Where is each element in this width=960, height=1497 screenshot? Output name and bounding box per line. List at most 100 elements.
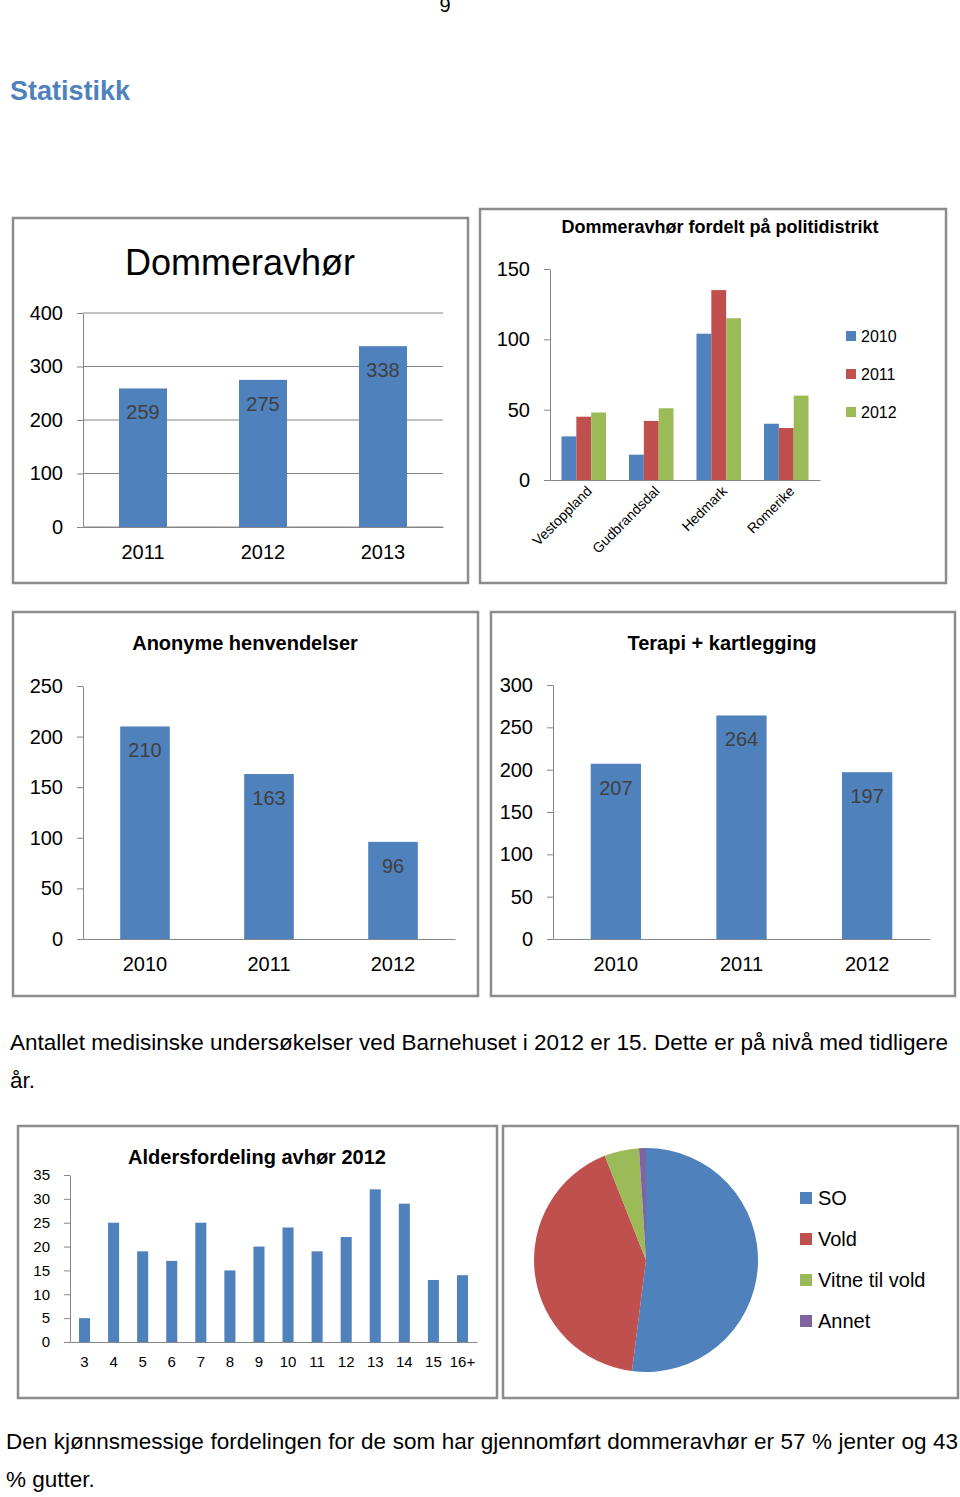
tick-label: 20 bbox=[33, 1238, 50, 1255]
legend-label: Vold bbox=[818, 1228, 857, 1250]
tick-label: 150 bbox=[30, 776, 63, 798]
tick-label: 11 bbox=[309, 1353, 325, 1370]
tick-label: 4 bbox=[109, 1353, 117, 1370]
paragraph: Antallet medisinske undersøkelser ved Ba… bbox=[10, 1024, 958, 1100]
tick-label: 3 bbox=[80, 1353, 88, 1370]
tick-label: 15 bbox=[33, 1262, 50, 1279]
chart-title: Dommeravhør fordelt på politidistrikt bbox=[561, 217, 878, 237]
tick-label: 2012 bbox=[845, 953, 890, 975]
tick-label: 2011 bbox=[247, 953, 290, 975]
y-axis: 050100150200250300 bbox=[500, 674, 554, 950]
tick: 2013 bbox=[361, 541, 406, 563]
tick-mark bbox=[77, 313, 83, 314]
heading: Statistikk bbox=[10, 76, 130, 107]
tick-label: 12 bbox=[338, 1353, 355, 1370]
slices bbox=[534, 1148, 758, 1372]
tick-mark bbox=[547, 727, 553, 728]
bar bbox=[399, 1204, 410, 1342]
tick-label: 50 bbox=[508, 399, 530, 421]
tick: 200 bbox=[30, 726, 83, 748]
tick: 150 bbox=[30, 776, 83, 798]
tick: 50 bbox=[41, 877, 83, 899]
tick-mark bbox=[547, 770, 553, 771]
bars bbox=[561, 290, 808, 480]
x-axis: 201020112012 bbox=[84, 940, 456, 976]
tick-label: Gudbrandsdal bbox=[589, 483, 663, 557]
bar bbox=[370, 1189, 381, 1342]
tick-mark bbox=[544, 410, 550, 411]
data-labels: 207264197 bbox=[599, 728, 884, 807]
tick: 14 bbox=[396, 1353, 413, 1370]
tick-mark bbox=[64, 1223, 70, 1224]
data-label: 207 bbox=[599, 777, 632, 799]
tick-mark bbox=[547, 897, 553, 898]
tick-label: 14 bbox=[396, 1353, 413, 1370]
tick: 25 bbox=[33, 1214, 70, 1231]
bar bbox=[842, 772, 892, 939]
bar bbox=[195, 1223, 206, 1342]
data-label: 275 bbox=[246, 393, 279, 415]
tick-mark bbox=[547, 685, 553, 686]
tick-label: 2011 bbox=[720, 953, 763, 975]
tick: 11 bbox=[309, 1353, 325, 1370]
tick-label: 2013 bbox=[361, 541, 406, 563]
tick: 150 bbox=[500, 801, 553, 823]
tick-label: 250 bbox=[30, 675, 63, 697]
tick-mark bbox=[544, 480, 550, 481]
tick: 10 bbox=[33, 1286, 70, 1303]
bar bbox=[341, 1237, 352, 1342]
tick-label: 100 bbox=[30, 827, 63, 849]
data-label: 96 bbox=[382, 855, 404, 877]
tick-label: 0 bbox=[42, 1333, 50, 1350]
tick-label: 15 bbox=[425, 1353, 442, 1370]
bar bbox=[368, 842, 418, 939]
legend-label: 2010 bbox=[861, 328, 897, 345]
tick: 6 bbox=[168, 1353, 176, 1370]
tick: 150 bbox=[497, 258, 550, 280]
tick: 0 bbox=[519, 469, 550, 491]
tick-label: 150 bbox=[500, 801, 533, 823]
tick-label: 300 bbox=[500, 674, 533, 696]
tick-label: 200 bbox=[30, 409, 63, 431]
tick: 5 bbox=[139, 1353, 147, 1370]
tick: 16+ bbox=[450, 1353, 476, 1370]
bar bbox=[312, 1251, 323, 1342]
tick: 100 bbox=[497, 328, 550, 350]
axis-line bbox=[83, 687, 84, 940]
tick-mark bbox=[77, 888, 83, 889]
tick-label: 2010 bbox=[594, 953, 639, 975]
tick: 13 bbox=[367, 1353, 384, 1370]
grid bbox=[83, 313, 443, 527]
tick: 100 bbox=[30, 462, 83, 484]
tick-label: 2012 bbox=[371, 953, 416, 975]
tick: 2012 bbox=[371, 953, 416, 975]
legend-label: SO bbox=[818, 1187, 847, 1209]
legend-label: Vitne til vold bbox=[818, 1269, 925, 1291]
tick: 0 bbox=[42, 1333, 70, 1350]
bar bbox=[726, 318, 741, 480]
tick-mark bbox=[77, 838, 83, 839]
tick-label: 250 bbox=[500, 716, 533, 738]
tick: 300 bbox=[500, 674, 553, 696]
tick-mark bbox=[64, 1270, 70, 1271]
tick: 15 bbox=[33, 1262, 70, 1279]
tick: 2012 bbox=[845, 953, 890, 975]
legend: 201020112012 bbox=[846, 328, 897, 421]
tick-mark bbox=[544, 339, 550, 340]
tick: 200 bbox=[500, 759, 553, 781]
paragraph: Den kjønnsmessige fordelingen for de som… bbox=[6, 1423, 958, 1497]
tick: 0 bbox=[522, 928, 553, 950]
tick-mark bbox=[77, 686, 83, 687]
tick-mark bbox=[64, 1294, 70, 1295]
tick: Gudbrandsdal bbox=[589, 483, 663, 557]
axis-line bbox=[550, 270, 551, 481]
tick: 2012 bbox=[241, 541, 286, 563]
slice bbox=[639, 1148, 646, 1260]
tick-label: 16+ bbox=[450, 1353, 476, 1370]
legend-swatch bbox=[846, 369, 856, 379]
tick-label: 150 bbox=[497, 258, 530, 280]
bar bbox=[644, 421, 659, 480]
axis-line bbox=[84, 527, 444, 528]
x-axis: 345678910111213141516+ bbox=[71, 1343, 478, 1370]
tick: 250 bbox=[30, 675, 83, 697]
